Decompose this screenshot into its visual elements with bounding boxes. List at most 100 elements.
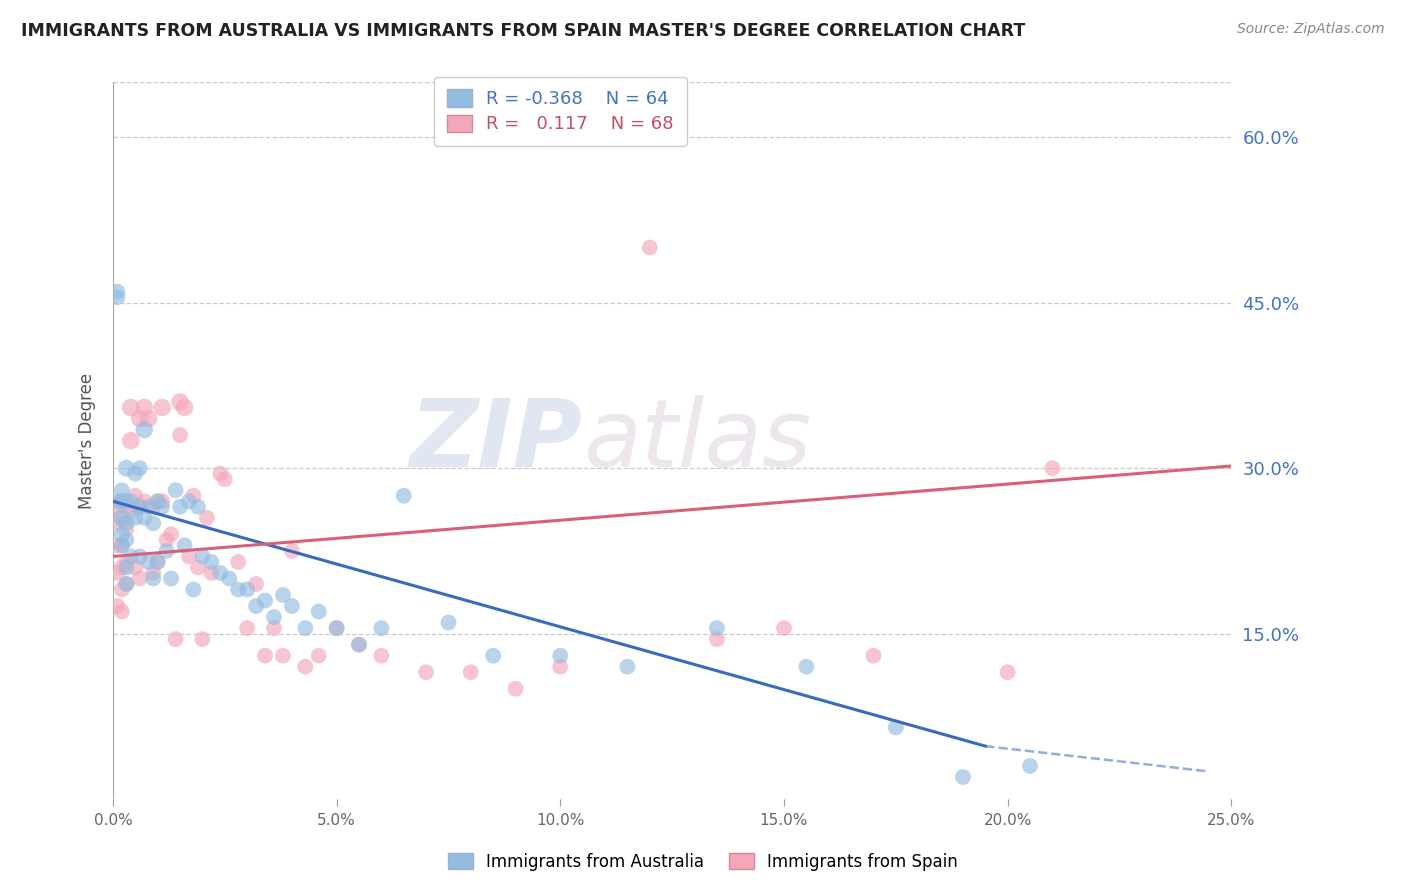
Point <box>550 659 572 673</box>
Point <box>325 621 347 635</box>
Point <box>169 500 191 514</box>
Point <box>392 489 415 503</box>
Point <box>134 401 156 415</box>
Point <box>111 538 134 552</box>
Point <box>482 648 505 663</box>
Point <box>183 489 205 503</box>
Point <box>115 522 138 536</box>
Point <box>169 428 191 442</box>
Point <box>120 494 142 508</box>
Point <box>146 555 169 569</box>
Point <box>616 659 638 673</box>
Point <box>173 401 195 415</box>
Point <box>150 494 173 508</box>
Point <box>245 577 267 591</box>
Point <box>146 494 169 508</box>
Point <box>107 516 129 531</box>
Point <box>173 538 195 552</box>
Point <box>111 538 134 552</box>
Point <box>706 621 728 635</box>
Point <box>437 615 460 630</box>
Text: Source: ZipAtlas.com: Source: ZipAtlas.com <box>1237 22 1385 37</box>
Point <box>115 494 138 508</box>
Point <box>138 555 160 569</box>
Point <box>120 401 142 415</box>
Point <box>160 527 183 541</box>
Point <box>294 659 316 673</box>
Point <box>706 632 728 647</box>
Point <box>214 472 236 486</box>
Point <box>347 638 370 652</box>
Point <box>115 533 138 547</box>
Point <box>281 599 304 613</box>
Point <box>107 285 129 299</box>
Point <box>128 411 150 425</box>
Point <box>138 411 160 425</box>
Point <box>460 665 482 680</box>
Point <box>370 648 392 663</box>
Point <box>254 648 277 663</box>
Text: atlas: atlas <box>582 395 811 486</box>
Point <box>115 500 138 514</box>
Point <box>263 621 285 635</box>
Text: IMMIGRANTS FROM AUSTRALIA VS IMMIGRANTS FROM SPAIN MASTER'S DEGREE CORRELATION C: IMMIGRANTS FROM AUSTRALIA VS IMMIGRANTS … <box>21 22 1025 40</box>
Point <box>115 577 138 591</box>
Point <box>107 599 129 613</box>
Point <box>134 494 156 508</box>
Point <box>107 538 129 552</box>
Point <box>124 560 146 574</box>
Point <box>128 500 150 514</box>
Point <box>505 681 527 696</box>
Point <box>209 566 232 580</box>
Point <box>111 560 134 574</box>
Point <box>111 527 134 541</box>
Point <box>156 533 179 547</box>
Point <box>862 648 884 663</box>
Point <box>146 555 169 569</box>
Point <box>169 395 191 409</box>
Point <box>191 549 214 564</box>
Point <box>254 593 277 607</box>
Point <box>281 544 304 558</box>
Point <box>226 555 249 569</box>
Point <box>107 290 129 304</box>
Point <box>347 638 370 652</box>
Point <box>200 555 222 569</box>
Point <box>177 494 200 508</box>
Point <box>142 566 165 580</box>
Point <box>294 621 316 635</box>
Point <box>115 516 138 531</box>
Point <box>111 494 134 508</box>
Point <box>200 566 222 580</box>
Point <box>415 665 437 680</box>
Point <box>111 582 134 597</box>
Point <box>134 423 156 437</box>
Point <box>165 632 187 647</box>
Point <box>236 621 259 635</box>
Legend: Immigrants from Australia, Immigrants from Spain: Immigrants from Australia, Immigrants fr… <box>440 845 966 880</box>
Point <box>177 549 200 564</box>
Legend: R = -0.368    N = 64, R =   0.117    N = 68: R = -0.368 N = 64, R = 0.117 N = 68 <box>434 77 686 146</box>
Point <box>308 605 330 619</box>
Point <box>550 648 572 663</box>
Point <box>218 572 240 586</box>
Point <box>124 489 146 503</box>
Point <box>884 720 907 734</box>
Point <box>226 582 249 597</box>
Point <box>128 461 150 475</box>
Point <box>124 467 146 481</box>
Point <box>115 577 138 591</box>
Point <box>263 610 285 624</box>
Point <box>142 572 165 586</box>
Point <box>128 500 150 514</box>
Point <box>115 461 138 475</box>
Point <box>142 516 165 531</box>
Point <box>111 510 134 524</box>
Point <box>165 483 187 498</box>
Point <box>271 588 294 602</box>
Y-axis label: Master's Degree: Master's Degree <box>79 373 96 508</box>
Point <box>952 770 974 784</box>
Point <box>115 560 138 574</box>
Point <box>245 599 267 613</box>
Point <box>773 621 796 635</box>
